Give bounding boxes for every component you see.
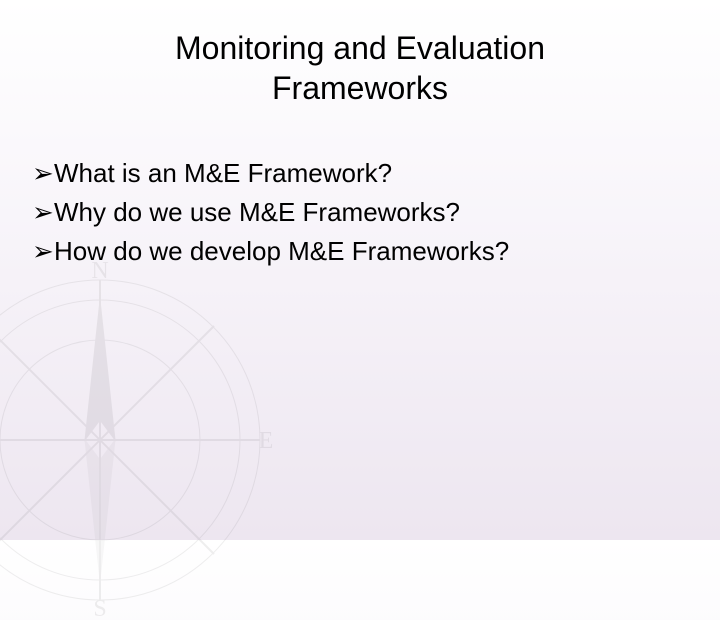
bullet-marker-icon: ➢ bbox=[32, 156, 54, 191]
bullet-marker-icon: ➢ bbox=[32, 234, 54, 269]
bullet-item: ➢ Why do we use M&E Frameworks? bbox=[32, 195, 696, 230]
slide-title: Monitoring and Evaluation Frameworks bbox=[24, 28, 696, 108]
title-line-2: Frameworks bbox=[272, 70, 448, 106]
bullet-item: ➢ What is an M&E Framework? bbox=[32, 156, 696, 191]
svg-text:S: S bbox=[93, 596, 106, 620]
bullet-text: What is an M&E Framework? bbox=[54, 156, 392, 191]
bullet-text: How do we develop M&E Frameworks? bbox=[54, 234, 509, 269]
slide-container: Monitoring and Evaluation Frameworks ➢ W… bbox=[0, 0, 720, 540]
bullet-text: Why do we use M&E Frameworks? bbox=[54, 195, 460, 230]
bullet-list: ➢ What is an M&E Framework? ➢ Why do we … bbox=[24, 156, 696, 269]
bullet-marker-icon: ➢ bbox=[32, 195, 54, 230]
bullet-item: ➢ How do we develop M&E Frameworks? bbox=[32, 234, 696, 269]
title-line-1: Monitoring and Evaluation bbox=[175, 30, 545, 66]
